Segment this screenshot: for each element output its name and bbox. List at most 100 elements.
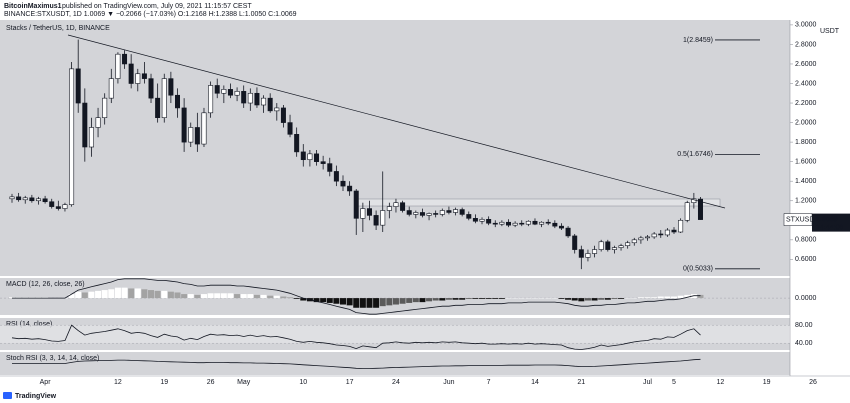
logo <box>3 392 12 399</box>
candle-body <box>42 198 48 203</box>
macd-line <box>12 278 701 315</box>
y-tick-label: 2.8000 <box>795 41 817 48</box>
candle-body <box>95 117 101 128</box>
macd-bar <box>121 287 128 299</box>
candle-body <box>188 127 194 143</box>
macd-bar <box>697 294 704 299</box>
macd-bar <box>81 292 88 299</box>
macd-bar <box>419 298 426 303</box>
candle-body <box>155 97 161 119</box>
candle-body <box>267 97 273 112</box>
candle-body <box>201 112 207 145</box>
candle-body <box>558 225 564 229</box>
candle-body <box>168 78 174 96</box>
x-tick-label: 19 <box>160 379 168 386</box>
macd-bar <box>366 298 373 308</box>
candle-body <box>532 220 538 225</box>
candle-body <box>340 180 346 187</box>
candle-body <box>320 161 326 164</box>
y-tick-label: 1.2000 <box>795 198 817 205</box>
macd-bar <box>399 298 406 304</box>
macd-bar <box>459 298 466 300</box>
candle-body <box>645 236 651 239</box>
x-tick-label: 21 <box>577 379 585 386</box>
macd-bar <box>114 287 121 299</box>
candle-body <box>366 208 372 216</box>
macd-tick-label: 0.0000 <box>795 295 817 302</box>
candle-body <box>122 53 128 65</box>
candle-body <box>386 206 392 211</box>
macd-bar <box>220 293 227 299</box>
stoch-title: Stoch RSI (3, 3, 14, 14, close) <box>6 355 99 362</box>
candle-body <box>664 229 670 236</box>
macd-bar <box>326 298 333 303</box>
stoch-pane <box>0 352 790 375</box>
x-tick-label: 5 <box>672 379 676 386</box>
resistance-zone <box>356 198 721 207</box>
candle-body <box>234 91 240 96</box>
rsi-title: RSI (14, close) <box>6 321 52 328</box>
macd-bar <box>644 297 651 299</box>
footer: TradingView <box>15 393 57 400</box>
candle-body <box>227 89 233 96</box>
symbol-line: BINANCE:STXUSDT, 1D 1.0069 ▼ −0.2066 (−1… <box>4 11 297 18</box>
macd-bar <box>671 296 677 299</box>
y-tick-label: 0.6000 <box>795 256 817 263</box>
last-price-bg <box>812 213 850 232</box>
y-tick-label: 1.4000 <box>795 178 817 185</box>
rsi-tick-label: 40.00 <box>795 340 813 347</box>
candle-body <box>592 249 598 254</box>
x-tick-label: 14 <box>531 379 539 386</box>
macd-bar <box>187 294 194 299</box>
candle-body <box>578 249 584 258</box>
macd-bar <box>412 298 419 303</box>
candle-body <box>684 202 690 221</box>
macd-bar <box>227 293 234 299</box>
x-tick-label: May <box>237 379 251 386</box>
macd-bar <box>584 298 591 301</box>
candle-body <box>413 212 419 215</box>
macd-bar <box>578 298 585 302</box>
macd-bar <box>664 296 671 299</box>
candle-body <box>625 242 631 246</box>
candle-body <box>486 219 492 224</box>
candle-body <box>466 214 472 219</box>
macd-bar <box>101 290 108 299</box>
candle-body <box>115 53 121 79</box>
macd-bar <box>485 298 492 299</box>
macd-bar <box>313 298 320 303</box>
macd-bar <box>571 298 578 301</box>
macd-bar <box>320 298 327 303</box>
candle-body <box>287 122 293 135</box>
macd-bar <box>353 298 360 308</box>
candle-body <box>406 210 412 215</box>
candle-body <box>181 107 187 143</box>
y-tick-label: 0.8000 <box>795 237 817 244</box>
macd-bar <box>260 294 267 299</box>
macd-bar <box>651 297 658 299</box>
fib-label: 0(0.5033) <box>683 266 713 273</box>
rsi-line <box>11 324 701 350</box>
candle-body <box>148 78 154 99</box>
candle-body <box>678 219 684 233</box>
macd-bar <box>386 298 393 306</box>
candle-body <box>175 94 181 109</box>
candles <box>9 39 703 270</box>
macd-bar <box>340 298 346 305</box>
macd-bar <box>439 298 446 301</box>
symbol-tag: STXUSDT <box>786 216 819 223</box>
macd-bar <box>604 298 611 300</box>
candle-body <box>638 237 644 241</box>
candle-body <box>254 92 260 106</box>
macd-bar <box>267 295 274 299</box>
x-tick-label: 26 <box>207 379 215 386</box>
candle-body <box>459 209 465 215</box>
candle-body <box>479 219 485 222</box>
y-tick-label: 1.6000 <box>795 159 817 166</box>
candle-body <box>280 107 286 123</box>
candle-body <box>472 218 478 222</box>
candle-body <box>214 85 220 94</box>
candle-body <box>380 210 386 226</box>
macd-bar <box>565 298 572 300</box>
candle-body <box>221 89 227 94</box>
